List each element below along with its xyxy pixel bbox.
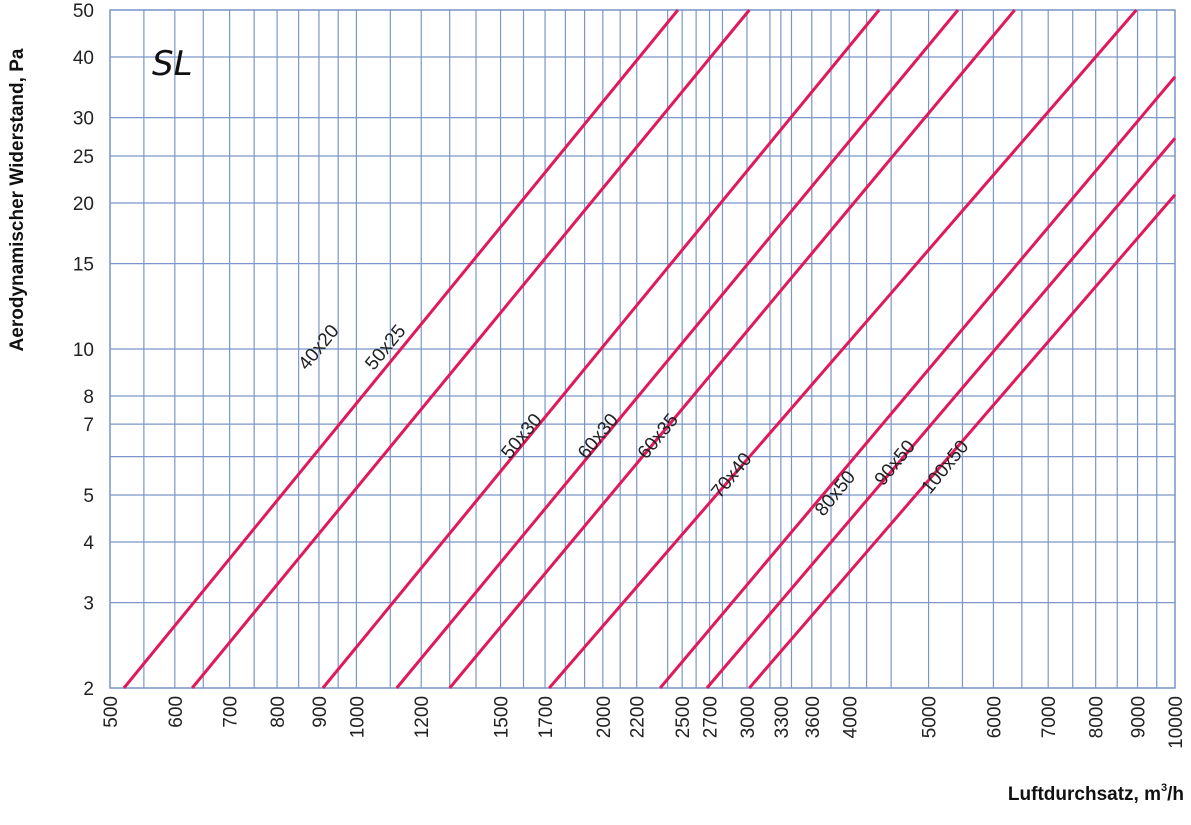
series-line-90x50 xyxy=(705,137,1177,689)
y-tick-label: 15 xyxy=(73,255,94,276)
series-lines xyxy=(122,9,1177,689)
x-tick-label: 600 xyxy=(166,696,187,728)
y-tick-label: 20 xyxy=(73,194,94,215)
x-tick-label: 900 xyxy=(310,696,331,728)
plot-frame xyxy=(109,9,1176,689)
x-tick-label: 500 xyxy=(101,696,122,728)
x-tick-label: 2200 xyxy=(628,696,649,738)
series-label-60x35: 60x35 xyxy=(634,410,683,463)
series-label-60x30: 60x30 xyxy=(574,410,623,463)
x-tick-label: 1200 xyxy=(412,696,433,738)
y-tick-label: 4 xyxy=(83,533,94,554)
y-tick-label: 25 xyxy=(73,147,94,168)
chart-title: SL xyxy=(152,44,193,84)
plot-border xyxy=(109,9,1176,689)
y-tick-label: 30 xyxy=(73,109,94,130)
x-tick-label: 1700 xyxy=(536,696,557,738)
x-axis-ticks: 500 600 700 800 900 1000 1200 1500 1700 2000 2200 2… xyxy=(101,696,1187,749)
x-tick-label: 3300 xyxy=(772,696,793,738)
y-tick-label: 50 xyxy=(73,1,94,22)
y-tick-label: 40 xyxy=(73,48,94,69)
y-tick-label: 5 xyxy=(83,486,94,507)
x-tick-label: 3000 xyxy=(738,696,759,738)
x-tick-label: 800 xyxy=(268,696,289,728)
x-axis-title-superscript: 3 xyxy=(1161,782,1167,794)
x-axis-title-unit: /h xyxy=(1167,784,1184,805)
y-tick-label: 2 xyxy=(83,679,94,700)
series-line-50x30 xyxy=(321,9,881,689)
y-tick-label: 10 xyxy=(73,340,94,361)
y-axis-ticks: 2 3 4 5 7 8 10 15 20 25 30 40 50 xyxy=(73,1,95,700)
x-tick-label: 7000 xyxy=(1039,696,1060,738)
x-tick-label: 4000 xyxy=(840,696,861,738)
series-line-70x40 xyxy=(548,9,1138,689)
x-axis-title-main: Luftdurchsatz, m xyxy=(1008,784,1161,805)
series-line-100x50 xyxy=(748,193,1177,689)
x-tick-label: 1500 xyxy=(492,696,513,738)
series-line-60x35 xyxy=(448,9,1016,689)
y-tick-label: 7 xyxy=(83,415,94,436)
series-line-40x20 xyxy=(122,9,680,689)
x-tick-label: 2500 xyxy=(673,696,694,738)
series-line-60x30 xyxy=(395,9,960,689)
x-axis-title: Luftdurchsatz, m3/h xyxy=(1008,782,1184,805)
grid xyxy=(109,9,1176,689)
x-tick-label: 9000 xyxy=(1129,696,1150,738)
x-tick-label: 700 xyxy=(221,696,242,728)
x-tick-label: 10000 xyxy=(1166,696,1187,749)
x-tick-label: 5000 xyxy=(920,696,941,738)
series-label-80x50: 80x50 xyxy=(811,467,860,520)
x-tick-label: 6000 xyxy=(984,696,1005,738)
x-tick-label: 2000 xyxy=(594,696,615,738)
y-tick-label: 8 xyxy=(83,387,94,408)
y-axis-title: Aerodynamischer Widerstand, Pa xyxy=(7,48,28,351)
series-line-80x50 xyxy=(659,75,1177,689)
series-label-50x30: 50x30 xyxy=(498,410,547,463)
series-label-90x50: 90x50 xyxy=(871,436,920,489)
series-label-100x50: 100x50 xyxy=(918,437,974,499)
x-tick-label: 3600 xyxy=(803,696,824,738)
x-tick-label: 8000 xyxy=(1087,696,1108,738)
x-tick-label: 1000 xyxy=(347,696,368,738)
y-tick-label: 3 xyxy=(83,594,94,615)
series-line-50x25 xyxy=(191,9,751,689)
x-tick-label: 2700 xyxy=(701,696,722,738)
